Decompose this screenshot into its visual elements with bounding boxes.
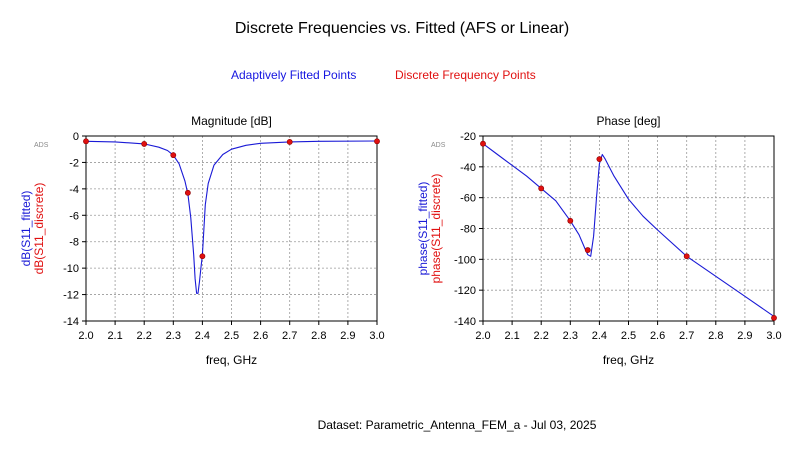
chart-main-title: Discrete Frequencies vs. Fitted (AFS or … bbox=[234, 20, 570, 37]
phase-x-tick-label: 2.5 bbox=[621, 330, 636, 342]
mag-y-tick-label: -4 bbox=[69, 184, 79, 196]
phase-series-fitted-line bbox=[482, 143, 775, 317]
phase-x-tick-label: 2.3 bbox=[563, 330, 578, 342]
phase-y-tick-label: -80 bbox=[460, 224, 476, 236]
mag-x-tick-label: 2.5 bbox=[224, 330, 239, 342]
mag-x-tick-label: 2.8 bbox=[311, 330, 326, 342]
mag-y-tick-label: 0 bbox=[73, 131, 79, 143]
phase-x-tick-label: 2.6 bbox=[650, 330, 665, 342]
phase-x-tick-label: 3.0 bbox=[766, 330, 781, 342]
mag-discrete-point bbox=[83, 138, 89, 145]
mag-x-tick-label: 2.0 bbox=[78, 330, 93, 342]
phase-y-tick-label: -60 bbox=[460, 193, 476, 205]
phase-y-axis-label-discrete: phase(S11_discrete) bbox=[429, 174, 443, 284]
mag-series-fitted-line bbox=[85, 140, 378, 294]
phase-y-tick-label: -140 bbox=[454, 316, 476, 328]
phase-x-tick-label: 2.7 bbox=[679, 330, 694, 342]
mag-ads-watermark: ADS bbox=[34, 142, 49, 149]
mag-discrete-point bbox=[374, 138, 380, 145]
phase-discrete-point bbox=[771, 315, 777, 321]
phase-discrete-point bbox=[538, 185, 545, 192]
phase-discrete-point bbox=[584, 247, 591, 253]
mag-x-tick-label: 2.3 bbox=[166, 330, 181, 342]
phase-y-tick-label: -100 bbox=[454, 254, 476, 266]
phase-discrete-point bbox=[480, 140, 486, 147]
mag-discrete-point bbox=[170, 152, 177, 159]
phase-ads-watermark: ADS bbox=[431, 142, 446, 149]
phase-y-tick-label: -40 bbox=[460, 162, 476, 174]
mag-x-axis-label: freq, GHz bbox=[206, 353, 257, 367]
phase-y-tick-label: -120 bbox=[454, 285, 476, 297]
phase-x-axis-label: freq, GHz bbox=[603, 353, 654, 367]
mag-y-axis-label-fitted: dB(S11_fitted) bbox=[19, 191, 33, 267]
mag-y-tick-label: -6 bbox=[69, 210, 79, 222]
mag-x-tick-label: 2.7 bbox=[282, 330, 297, 342]
mag-x-tick-label: 3.0 bbox=[369, 330, 384, 342]
dataset-footer: Dataset: Parametric_Antenna_FEM_a - Jul … bbox=[317, 418, 597, 432]
mag-chart-title: Magnitude [dB] bbox=[191, 114, 272, 128]
legend-fitted: Adaptively Fitted Points bbox=[231, 68, 357, 82]
mag-discrete-point bbox=[199, 253, 206, 260]
mag-x-tick-label: 2.6 bbox=[253, 330, 268, 342]
phase-x-tick-label: 2.1 bbox=[504, 330, 519, 342]
mag-x-tick-label: 2.9 bbox=[340, 330, 355, 342]
mag-discrete-point bbox=[286, 139, 293, 145]
mag-discrete-point bbox=[184, 189, 191, 196]
mag-y-tick-label: -10 bbox=[63, 263, 79, 275]
mag-y-axis-label-discrete: dB(S11_discrete) bbox=[32, 183, 46, 275]
mag-x-tick-label: 2.2 bbox=[137, 330, 152, 342]
phase-x-tick-label: 2.8 bbox=[708, 330, 723, 342]
phase-discrete-point bbox=[683, 253, 690, 260]
phase-x-tick-label: 2.4 bbox=[592, 330, 607, 342]
mag-x-tick-label: 2.1 bbox=[107, 330, 122, 342]
mag-y-tick-label: -14 bbox=[63, 316, 79, 328]
legend-discrete: Discrete Frequency Points bbox=[395, 68, 536, 82]
phase-x-tick-label: 2.2 bbox=[534, 330, 549, 342]
phase-x-tick-label: 2.0 bbox=[475, 330, 490, 342]
phase-y-tick-label: -20 bbox=[460, 131, 476, 143]
phase-discrete-point bbox=[567, 217, 574, 224]
phase-y-axis-label-fitted: phase(S11_fitted) bbox=[416, 182, 430, 276]
phase-x-tick-label: 2.9 bbox=[737, 330, 752, 342]
mag-x-tick-label: 2.4 bbox=[195, 330, 210, 342]
mag-y-tick-label: -12 bbox=[63, 290, 79, 302]
phase-discrete-point bbox=[596, 156, 603, 163]
mag-y-tick-label: -8 bbox=[69, 237, 79, 249]
mag-discrete-point bbox=[141, 141, 148, 147]
mag-y-tick-label: -2 bbox=[69, 157, 79, 169]
phase-chart-title: Phase [deg] bbox=[596, 114, 660, 128]
